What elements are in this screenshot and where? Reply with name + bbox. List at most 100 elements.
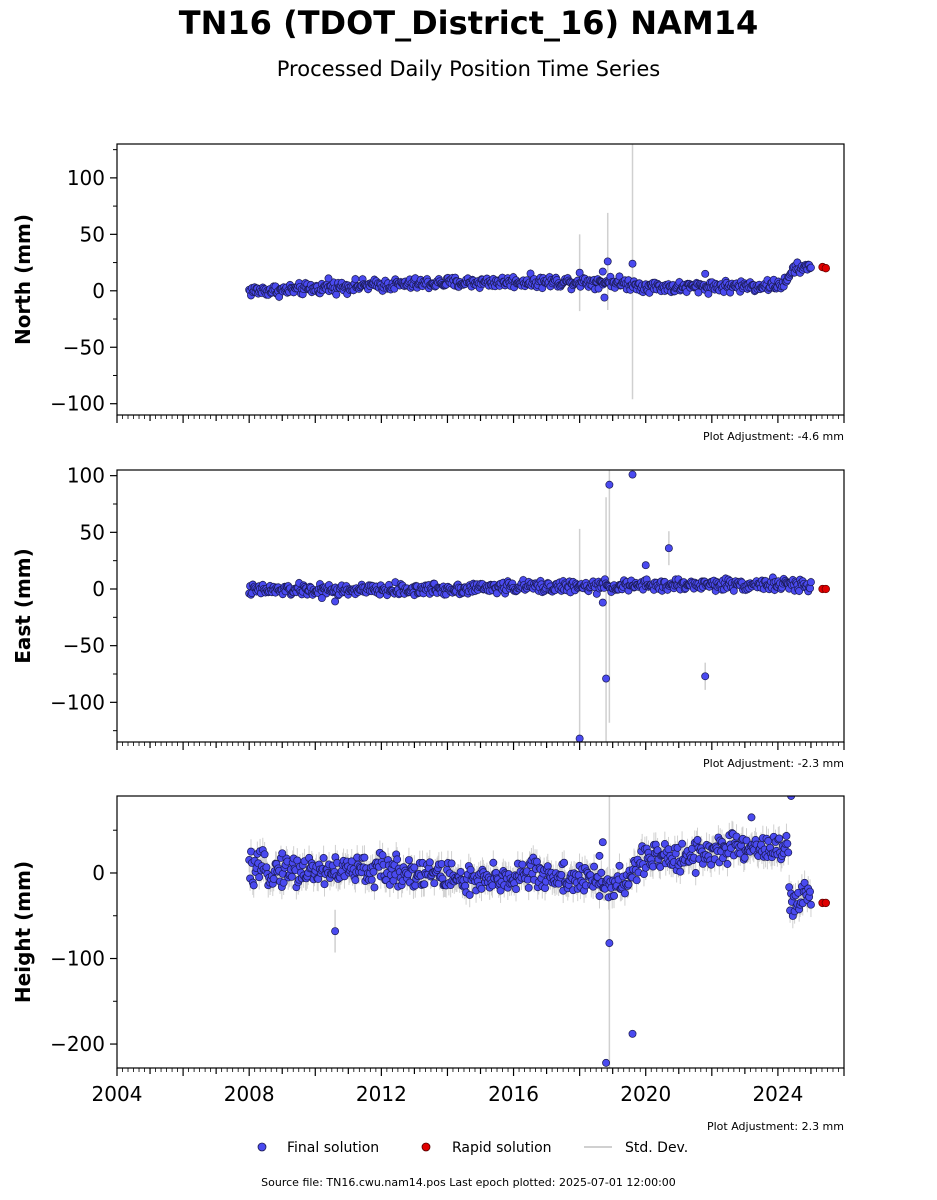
- y-tick-label: −100: [50, 947, 105, 971]
- final-point: [369, 867, 378, 876]
- final-point: [275, 292, 284, 301]
- final-point: [461, 881, 470, 890]
- final-point: [729, 586, 738, 595]
- legend-rapid-marker: [421, 1142, 431, 1152]
- final-point: [287, 872, 296, 881]
- final-point: [425, 858, 434, 867]
- legend-std-label: Std. Dev.: [625, 1140, 688, 1156]
- final-point-outlier: [628, 259, 637, 268]
- final-point: [653, 846, 662, 855]
- legend-final-label: Final solution: [287, 1140, 379, 1156]
- y-axis-label-north: North (mm): [11, 214, 35, 345]
- rapid-points-north: [818, 262, 830, 273]
- y-axis-north: −100 −50 0 50 100: [50, 149, 117, 416]
- rapid-points-height: [818, 898, 830, 908]
- plot-area-north: [245, 144, 830, 400]
- plot-adjustment-height: Plot Adjustment: 2.3 mm: [707, 1120, 844, 1133]
- final-point: [806, 887, 814, 896]
- final-point: [496, 886, 505, 895]
- legend-final-marker: [257, 1142, 267, 1152]
- final-point: [404, 856, 413, 865]
- rapid-points-east: [818, 584, 830, 594]
- final-points-north: [245, 257, 815, 302]
- final-point: [489, 858, 498, 867]
- rapid-point: [821, 898, 830, 908]
- final-point: [367, 875, 376, 884]
- x-tick-label: 2024: [752, 1082, 803, 1106]
- final-point-outlier: [701, 269, 710, 278]
- final-point: [740, 853, 749, 862]
- final-point: [456, 868, 465, 876]
- final-point: [430, 879, 439, 888]
- final-point: [807, 900, 815, 909]
- final-point-outlier: [628, 1029, 637, 1038]
- panel-north: −100 −50 0 50 100 North (mm) Plot Adjustment: …: [11, 143, 845, 443]
- final-point: [742, 836, 751, 845]
- final-point: [624, 880, 633, 889]
- final-point: [620, 889, 629, 898]
- final-point: [351, 275, 360, 284]
- plot-adjustment-east: Plot Adjustment: -2.3 mm: [703, 757, 844, 770]
- y-axis-label-height: Height (mm): [11, 861, 35, 1003]
- chart-subtitle: Processed Daily Position Time Series: [276, 57, 661, 81]
- final-point-outlier: [600, 293, 609, 302]
- final-point: [378, 851, 387, 860]
- y-axis-label-east: East (mm): [11, 548, 35, 664]
- x-tick-label: 2016: [488, 1082, 539, 1106]
- final-point: [370, 883, 379, 892]
- final-point-outlier: [331, 597, 340, 606]
- final-point: [557, 871, 566, 879]
- final-point: [676, 867, 685, 876]
- x-axis-height: 2004 2008 2012 2016 2020 2024: [92, 1068, 845, 1106]
- final-point: [782, 832, 791, 840]
- final-point: [693, 836, 702, 844]
- panel-height: −200 −100 0 Height (mm) 2004 2008 2012 2016 2020…: [11, 795, 845, 1133]
- final-point-outlier: [602, 674, 611, 683]
- final-point: [477, 884, 486, 893]
- final-point: [249, 881, 258, 890]
- final-point-outlier: [317, 594, 326, 603]
- y-tick-label: 100: [67, 166, 105, 190]
- x-tick-label: 2012: [356, 1082, 407, 1106]
- final-point-outlier: [605, 480, 614, 489]
- y-axis-east: −100 −50 0 50 100: [50, 464, 117, 732]
- final-point: [465, 890, 474, 899]
- final-point: [595, 892, 604, 901]
- final-point: [360, 853, 369, 862]
- final-point: [783, 839, 792, 848]
- std-dev-bars-north: [248, 144, 812, 400]
- axes-frame-east: [116, 469, 845, 743]
- y-tick-label: 50: [80, 520, 105, 544]
- legend-rapid-label: Rapid solution: [452, 1140, 552, 1156]
- final-point-outlier: [664, 544, 673, 553]
- plot-area-east: [245, 470, 830, 742]
- rapid-point: [821, 584, 830, 594]
- final-point: [347, 857, 356, 866]
- final-point: [279, 878, 288, 887]
- final-point: [410, 863, 419, 872]
- final-point-outlier: [603, 257, 612, 266]
- final-point-outlier: [575, 268, 584, 277]
- y-tick-label: −50: [63, 634, 105, 658]
- final-point: [807, 578, 815, 587]
- y-tick-label: −100: [50, 690, 105, 714]
- final-point: [590, 862, 599, 871]
- final-point: [664, 845, 673, 854]
- y-tick-label: 50: [80, 222, 105, 246]
- chart-title: TN16 (TDOT_District_16) NAM14: [178, 4, 759, 42]
- final-point: [351, 876, 360, 885]
- final-point-outlier: [595, 851, 604, 860]
- final-point: [560, 858, 569, 867]
- final-point: [255, 873, 264, 882]
- final-point: [319, 853, 328, 862]
- plot-adjustment-north: Plot Adjustment: -4.6 mm: [703, 430, 844, 443]
- final-point-outlier: [628, 470, 637, 479]
- y-tick-label: 0: [92, 279, 105, 303]
- final-point: [707, 860, 716, 869]
- final-point: [656, 863, 665, 871]
- source-info: Source file: TN16.cwu.nam14.pos Last epo…: [261, 1176, 676, 1189]
- final-point: [524, 883, 533, 892]
- x-axis-north: [116, 415, 845, 423]
- final-point: [615, 861, 624, 870]
